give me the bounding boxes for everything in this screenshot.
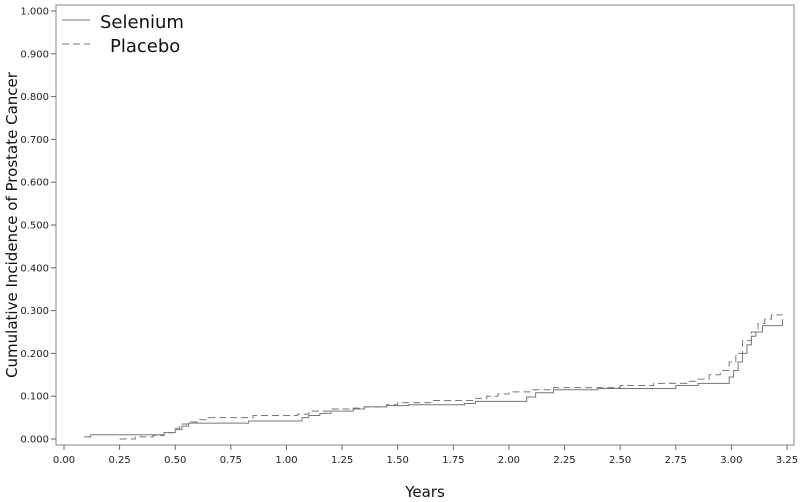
y-tick-label: 0.600 xyxy=(20,178,49,189)
y-axis-ticks: 0.000 0.100 0.200 0.300 0.400 0.500 0.600 0.700… xyxy=(20,7,56,446)
x-tick-label: 0.25 xyxy=(108,455,130,466)
y-tick-label: 0.500 xyxy=(20,221,49,232)
x-tick-label: 0.50 xyxy=(164,455,186,466)
series-line-placebo xyxy=(119,314,783,440)
legend-selenium-label: Selenium xyxy=(100,12,184,33)
legend: Selenium Placebo xyxy=(62,12,184,57)
x-tick-label: 3.00 xyxy=(720,455,742,466)
x-tick-label: 0.00 xyxy=(53,455,75,466)
y-tick-label: 0.800 xyxy=(20,92,49,103)
x-axis-title: Years xyxy=(404,483,445,501)
x-tick-label: 2.25 xyxy=(553,455,575,466)
x-tick-label: 1.25 xyxy=(331,455,353,466)
series-layer xyxy=(84,314,784,440)
plot-frame xyxy=(55,4,795,446)
legend-placebo-label: Placebo xyxy=(110,36,180,57)
x-tick-label: 2.75 xyxy=(665,455,687,466)
x-tick-label: 1.75 xyxy=(442,455,464,466)
y-tick-label: 1.000 xyxy=(20,7,49,18)
y-tick-label: 0.100 xyxy=(20,392,49,403)
x-tick-label: 1.00 xyxy=(275,455,297,466)
y-tick-label: 0.300 xyxy=(20,306,49,317)
x-tick-label: 2.50 xyxy=(609,455,631,466)
x-tick-label: 1.50 xyxy=(387,455,409,466)
x-tick-label: 0.75 xyxy=(220,455,242,466)
x-tick-label: 3.25 xyxy=(776,455,798,466)
y-tick-label: 0.200 xyxy=(20,349,49,360)
series-line-selenium xyxy=(84,319,784,438)
x-axis-ticks: 0.00 0.25 0.50 0.75 1.00 1.25 1.50 1.75 2.00 2.25… xyxy=(53,445,798,466)
y-tick-label: 0.000 xyxy=(20,435,49,446)
y-tick-label: 0.900 xyxy=(20,49,49,60)
x-tick-label: 2.00 xyxy=(498,455,520,466)
y-tick-label: 0.700 xyxy=(20,135,49,146)
y-tick-label: 0.400 xyxy=(20,263,49,274)
y-axis-title: Cumulative Incidence of Prostate Cancer xyxy=(3,71,21,378)
